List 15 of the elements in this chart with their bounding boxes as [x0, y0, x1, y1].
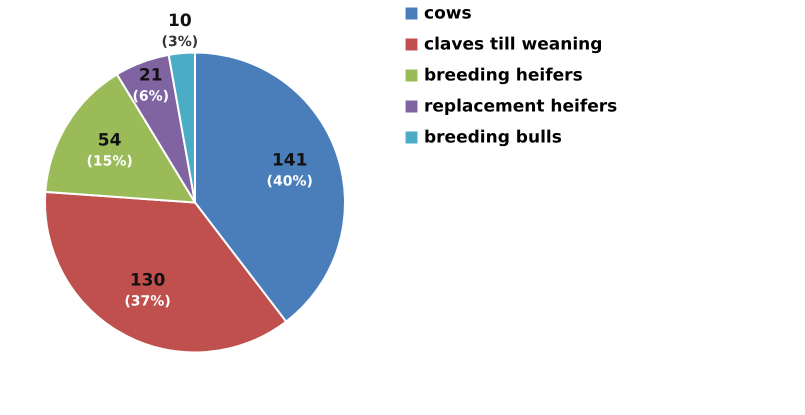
data-label: 21 [138, 66, 163, 86]
text: (6%) [132, 88, 170, 105]
data-label: 141 [272, 150, 308, 170]
text: (37%) [124, 294, 171, 310]
legend-label: breeding heifers [424, 66, 583, 86]
legend-label: claves till weaning [424, 34, 602, 54]
data-label: 10 [168, 11, 192, 32]
legend-label: cows [424, 4, 472, 24]
legend-label: breeding bulls [424, 128, 562, 148]
data-label: 130 [130, 270, 166, 291]
text: (3%) [162, 34, 198, 50]
text: (15%) [86, 153, 133, 170]
data-label: 54 [98, 130, 122, 150]
legend-label: replacement heifers [424, 96, 618, 116]
text: (40%) [266, 173, 313, 190]
